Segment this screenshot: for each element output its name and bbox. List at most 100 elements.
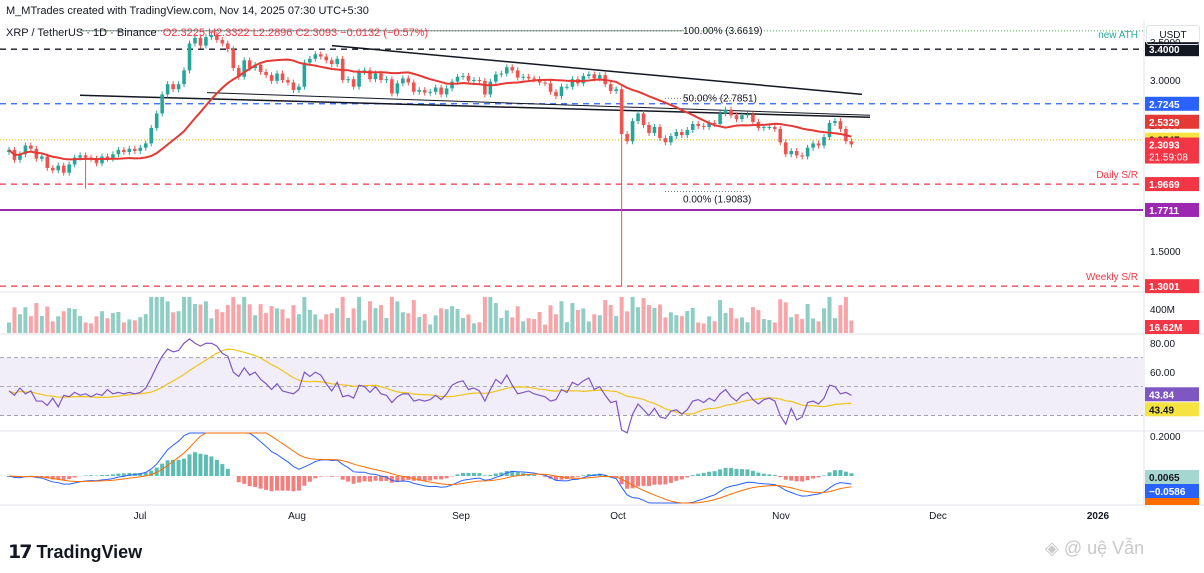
volume-bar bbox=[99, 311, 104, 333]
candle bbox=[554, 91, 558, 97]
volume-bar bbox=[214, 309, 219, 333]
candle bbox=[324, 56, 329, 61]
candle bbox=[581, 75, 586, 84]
volume-bar bbox=[537, 311, 542, 333]
macd-histogram-bar bbox=[176, 459, 181, 476]
macd-signal-line bbox=[8, 432, 852, 504]
macd-histogram-bar bbox=[849, 473, 854, 476]
candle bbox=[193, 37, 197, 44]
candle bbox=[198, 37, 203, 46]
candle bbox=[395, 83, 400, 94]
macd-histogram-bar bbox=[368, 476, 373, 482]
candle bbox=[827, 123, 832, 138]
volume-bar bbox=[269, 305, 274, 333]
currency-button[interactable]: USDT bbox=[1146, 25, 1200, 45]
candle bbox=[29, 145, 33, 149]
volume-bar bbox=[652, 307, 657, 333]
volume-bar bbox=[794, 314, 799, 333]
volume-bar bbox=[789, 317, 794, 333]
price-tag-label: 2.3093 bbox=[1149, 141, 1180, 152]
macd-histogram-bar bbox=[61, 476, 66, 480]
ohlc-open: O2.3225 bbox=[162, 27, 205, 39]
candle bbox=[504, 67, 509, 74]
channel-base-line bbox=[206, 92, 871, 116]
candle bbox=[636, 113, 640, 122]
tradingview-logo[interactable]: 17 TradingView bbox=[8, 541, 142, 563]
volume-bar bbox=[690, 307, 695, 333]
volume-bar bbox=[625, 311, 630, 333]
candle bbox=[723, 109, 728, 114]
candle bbox=[762, 126, 766, 128]
candle bbox=[67, 164, 71, 173]
macd-histogram-bar bbox=[783, 476, 788, 480]
volume-bar bbox=[165, 301, 170, 333]
volume-bar bbox=[422, 313, 427, 333]
macd-histogram-bar bbox=[225, 468, 230, 476]
volume-bar bbox=[171, 312, 176, 333]
candle bbox=[165, 84, 170, 95]
ohlc-change: −0.0132 (−0.57%) bbox=[340, 27, 429, 39]
candle bbox=[433, 87, 438, 92]
volume-bar bbox=[718, 300, 723, 333]
candle bbox=[236, 68, 241, 77]
volume-bar bbox=[510, 317, 515, 333]
macd-tick: 0.2000 bbox=[1150, 432, 1181, 443]
macd-histogram-bar bbox=[357, 476, 362, 483]
volume-bar bbox=[619, 296, 624, 333]
rsi-tick: 60.00 bbox=[1150, 368, 1175, 379]
candle bbox=[154, 113, 159, 128]
candle bbox=[789, 150, 794, 155]
macd-histogram-bar bbox=[526, 474, 531, 476]
volume-bar bbox=[597, 315, 602, 333]
volume-bar bbox=[477, 322, 482, 333]
macd-histogram-bar bbox=[384, 476, 389, 481]
macd-histogram-bar bbox=[652, 476, 657, 485]
x-tick-label: Oct bbox=[610, 511, 626, 522]
ohlc-legend[interactable]: XRP / TetherUS · 1D · Binance O2.3225 H2… bbox=[6, 27, 428, 39]
candle bbox=[849, 141, 854, 145]
candle bbox=[176, 84, 181, 90]
macd-histogram-bar bbox=[247, 476, 252, 487]
volume-bar bbox=[493, 303, 498, 333]
macd-histogram-bar bbox=[422, 476, 427, 481]
volume-bar bbox=[67, 308, 72, 333]
candle bbox=[619, 89, 624, 135]
volume-bar bbox=[45, 306, 50, 333]
candle bbox=[329, 60, 334, 65]
volume-bar bbox=[291, 305, 296, 333]
candle bbox=[800, 155, 804, 157]
chart-credit: M_MTrades created with TradingView.com, … bbox=[6, 5, 369, 17]
candle bbox=[751, 114, 755, 123]
candle bbox=[122, 149, 126, 153]
volume-bar bbox=[701, 323, 706, 333]
candle bbox=[647, 124, 651, 133]
volume-tag-label: 16.62M bbox=[1149, 323, 1182, 334]
volume-bar bbox=[417, 317, 422, 333]
volume-bar bbox=[636, 307, 641, 333]
volume-tick: 400M bbox=[1150, 305, 1175, 316]
level-note: Daily S/R bbox=[1096, 170, 1138, 181]
level-tag bbox=[1145, 279, 1199, 294]
macd-histogram-bar bbox=[433, 476, 438, 480]
channel-upper-line bbox=[331, 44, 863, 96]
candle bbox=[264, 71, 268, 76]
volume-bar bbox=[373, 308, 378, 333]
volume-bar bbox=[395, 301, 400, 333]
candle bbox=[379, 73, 383, 81]
volume-bar bbox=[17, 314, 22, 333]
volume-bar bbox=[800, 319, 805, 333]
macd-histogram-bar bbox=[307, 476, 312, 482]
candle bbox=[439, 87, 443, 95]
volume-bar bbox=[668, 312, 673, 333]
macd-histogram-bar bbox=[723, 467, 728, 476]
macd-histogram-bar bbox=[67, 476, 72, 480]
candle bbox=[209, 35, 214, 38]
candle bbox=[641, 113, 646, 125]
macd-histogram-bar bbox=[389, 476, 394, 483]
candle bbox=[740, 115, 744, 120]
candle bbox=[313, 54, 318, 59]
macd-histogram-bar bbox=[696, 473, 701, 476]
volume-bar bbox=[461, 317, 466, 333]
candle bbox=[61, 165, 66, 173]
